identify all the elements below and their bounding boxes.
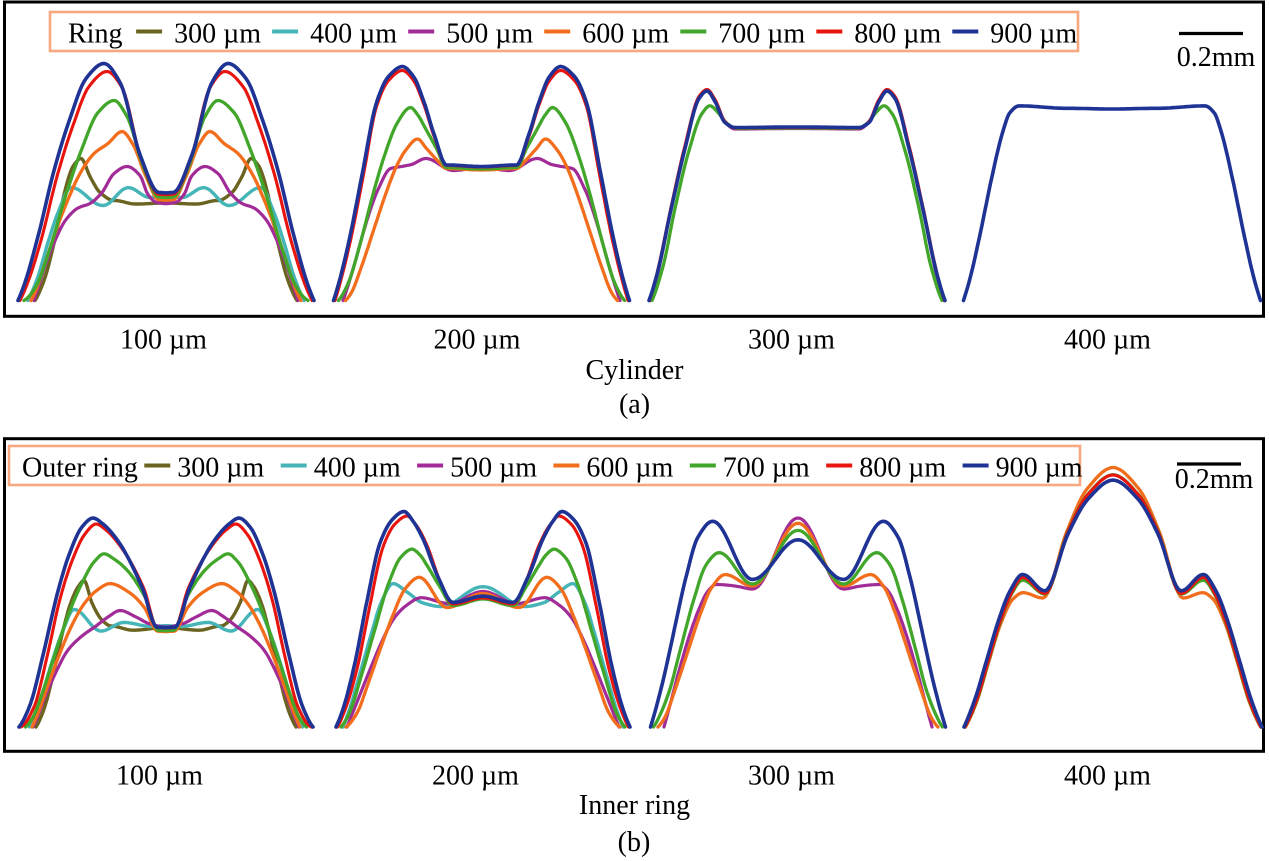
- svg-text:500 µm: 500 µm: [450, 453, 537, 484]
- svg-text:0.2mm: 0.2mm: [1177, 42, 1256, 73]
- svg-text:400 µm: 400 µm: [314, 453, 401, 484]
- svg-text:900 µm: 900 µm: [990, 19, 1077, 50]
- svg-text:400 µm: 400 µm: [310, 19, 397, 50]
- svg-text:600 µm: 600 µm: [586, 453, 673, 484]
- svg-text:Inner ring: Inner ring: [579, 790, 690, 821]
- svg-text:600 µm: 600 µm: [582, 19, 669, 50]
- svg-text:500 µm: 500 µm: [446, 19, 533, 50]
- svg-text:100 µm: 100 µm: [120, 325, 207, 356]
- svg-text:300 µm: 300 µm: [177, 453, 264, 484]
- svg-text:300 µm: 300 µm: [748, 325, 835, 356]
- svg-text:100 µm: 100 µm: [116, 761, 203, 792]
- svg-text:300 µm: 300 µm: [748, 761, 835, 792]
- svg-text:300 µm: 300 µm: [174, 19, 261, 50]
- svg-text:(b): (b): [618, 827, 651, 858]
- svg-text:900 µm: 900 µm: [996, 453, 1083, 484]
- svg-text:700 µm: 700 µm: [723, 453, 810, 484]
- svg-text:Ring: Ring: [68, 19, 122, 50]
- svg-text:(a): (a): [619, 389, 650, 420]
- svg-text:0.2mm: 0.2mm: [1175, 464, 1254, 495]
- svg-text:400 µm: 400 µm: [1064, 325, 1151, 356]
- svg-text:Cylinder: Cylinder: [586, 355, 685, 386]
- svg-text:700 µm: 700 µm: [718, 19, 805, 50]
- svg-text:800 µm: 800 µm: [854, 19, 941, 50]
- svg-text:Outer ring: Outer ring: [22, 453, 138, 484]
- svg-text:400 µm: 400 µm: [1064, 761, 1151, 792]
- svg-text:800 µm: 800 µm: [859, 453, 946, 484]
- svg-text:200 µm: 200 µm: [434, 325, 521, 356]
- svg-text:200 µm: 200 µm: [432, 761, 519, 792]
